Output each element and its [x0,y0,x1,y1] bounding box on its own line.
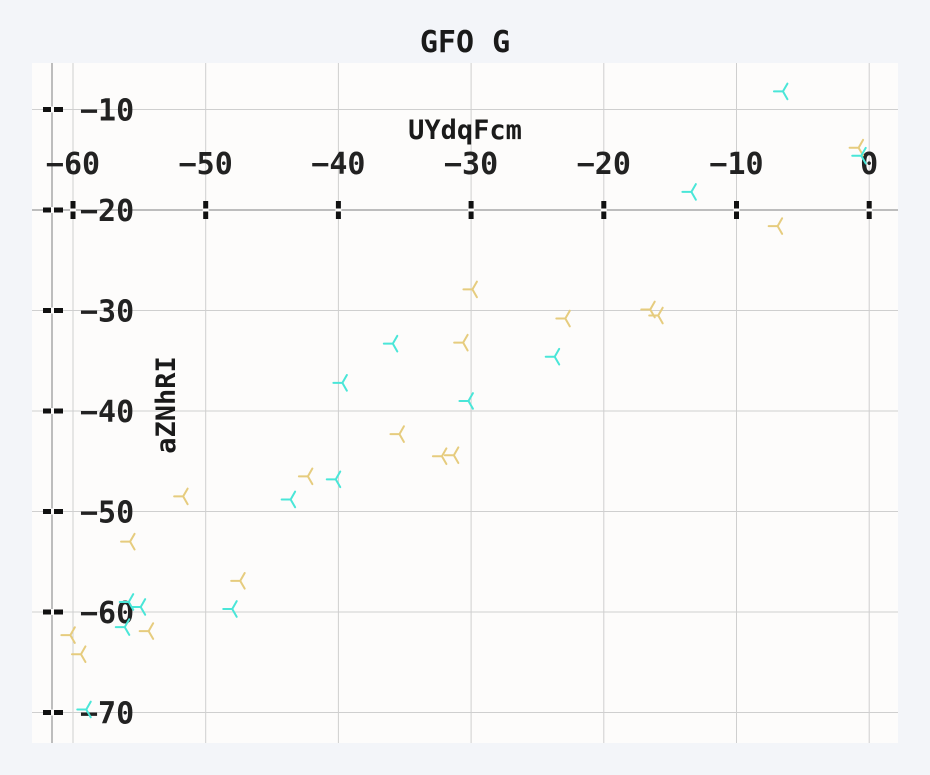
data-point [297,467,314,486]
data-point [681,183,697,201]
y-tick-label: −30 [80,295,134,330]
data-point [332,374,348,392]
x-tick-label: 0 [860,147,878,182]
data-point [120,532,136,551]
x-tick-gap [866,208,873,212]
x-axis-title: UYdqFcm [408,115,522,146]
data-point [555,309,571,328]
x-tick-label: −50 [179,147,233,182]
data-point [222,600,238,618]
y-tick-gap [51,408,54,414]
x-tick-gap [202,208,209,212]
x-tick-label: −40 [311,147,365,182]
data-point [462,280,478,299]
y-tick-gap [51,307,54,314]
data-point [173,487,189,506]
data-point [544,347,561,366]
data-markers [60,82,867,719]
x-tick-label: −60 [46,147,100,182]
data-point [118,593,135,611]
y-tick-gap [51,609,54,615]
y-tick-gap [51,508,54,515]
x-tick-gap [70,208,76,212]
x-tick-label: −20 [577,147,631,182]
data-point [772,82,789,101]
x-tick-label: −10 [709,147,763,182]
data-point [230,572,246,590]
data-point [280,490,297,509]
data-point [70,645,87,664]
data-point [138,622,155,640]
y-tick-gap [51,106,54,113]
x-tick-gap [600,208,607,212]
chart-title: GFO G [420,25,510,60]
data-point [389,425,405,443]
data-point [382,334,399,353]
data-point [648,306,664,325]
y-tick-label: −20 [80,194,134,229]
data-point [76,700,92,719]
data-point [60,626,76,644]
data-point [130,598,147,616]
y-tick-label: −10 [80,94,134,129]
x-tick-gap [335,208,342,212]
x-tick-label: −30 [444,147,498,182]
data-point [458,392,474,410]
data-point [431,447,448,466]
data-point [767,217,784,235]
data-point [453,333,469,352]
data-point [443,446,460,465]
axes [32,63,898,743]
ticks: −60 −50 −40 −30 −20 −10 0−10−20−30−40−50−60−70 [43,94,878,732]
data-point [325,470,342,489]
plot-area [32,63,898,743]
y-tick-gap [51,207,54,213]
y-tick-label: −50 [80,496,134,531]
x-tick-gap [733,208,740,212]
y-tick-label: −40 [80,395,134,430]
data-point [851,146,867,165]
y-axis-title: aZNhRI [151,356,182,454]
y-tick-gap [51,709,54,716]
data-point [114,618,131,636]
x-tick-gap [468,208,475,212]
